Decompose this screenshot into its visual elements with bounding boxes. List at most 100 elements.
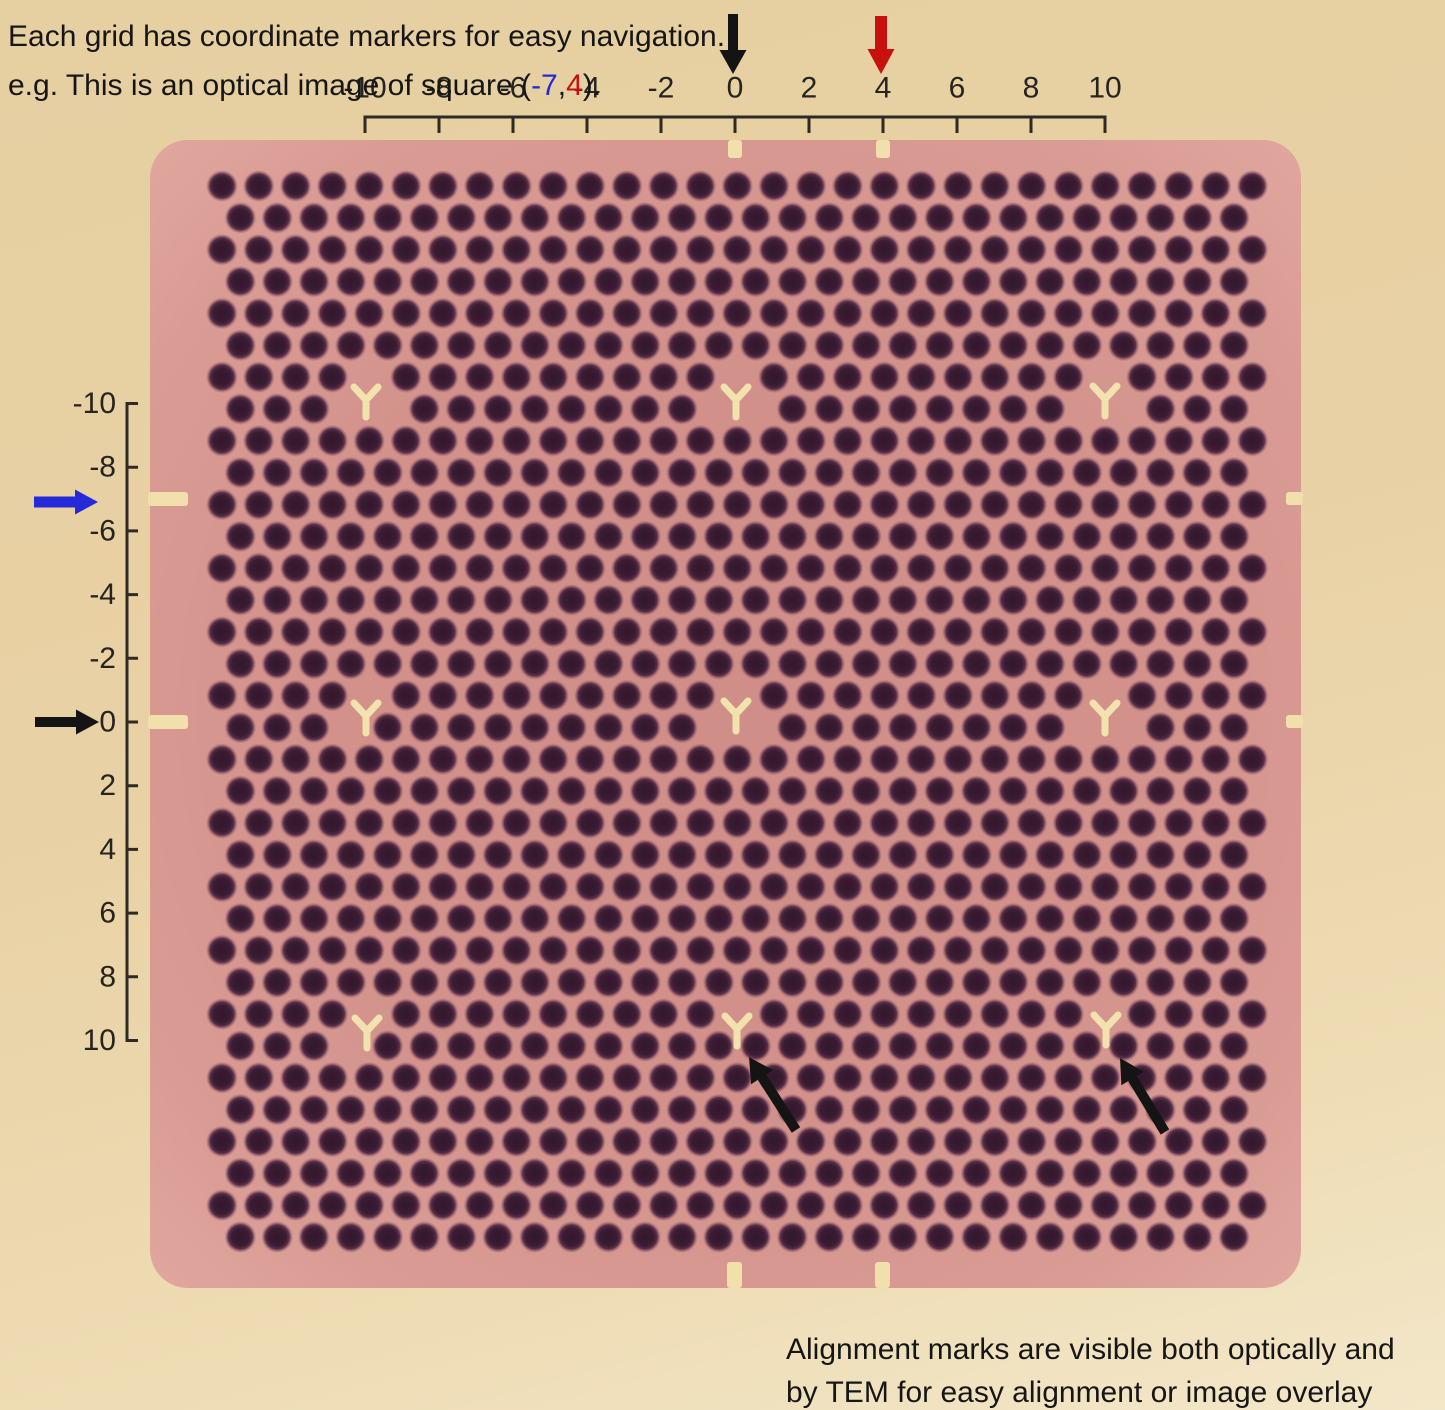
hole-dot [1236, 807, 1269, 839]
hole-dot [518, 393, 551, 425]
hole-dot [886, 1221, 919, 1253]
hole-dot [482, 584, 514, 616]
hole-dot [666, 393, 698, 425]
hole-dot [794, 1189, 827, 1222]
hole-dot [831, 424, 864, 457]
hole-dot [905, 934, 938, 967]
hole-dot [1034, 711, 1066, 744]
hole-dot [518, 584, 551, 616]
hole-dot [1126, 552, 1158, 585]
hole-dot [997, 329, 1030, 362]
alignment-mark-y-icon [350, 699, 382, 737]
hole-dot [905, 361, 938, 394]
hole-dot [574, 1189, 606, 1222]
hole-dot [850, 201, 882, 234]
hole-dot [206, 1125, 238, 1158]
hole-dot [408, 1093, 441, 1126]
hole-dot [978, 424, 1011, 457]
hole-dot [1089, 170, 1122, 202]
hole-dot [279, 934, 312, 967]
hole-dot [1034, 838, 1066, 871]
hole-dot [592, 775, 625, 808]
hole-dot [886, 456, 919, 489]
left-axis-tick-label: -4 [89, 578, 116, 611]
hole-dot [739, 647, 772, 680]
hole-dot [426, 934, 459, 967]
hole-dot [813, 393, 846, 425]
hole-dot [647, 1061, 680, 1094]
hole-dot [279, 1125, 312, 1158]
hole-dot [1015, 552, 1048, 585]
hole-dot [1236, 297, 1269, 330]
left-axis-tick-label: 8 [99, 960, 116, 993]
hole-dot [1199, 998, 1232, 1031]
hole-dot [1034, 1157, 1066, 1190]
hole-dot [390, 170, 422, 202]
hole-dot [739, 584, 772, 616]
hole-dot [610, 170, 643, 202]
hole-dot [371, 201, 404, 234]
hole-dot [905, 615, 938, 648]
hole-dot [978, 552, 1011, 585]
hole-dot [923, 966, 956, 999]
hole-dot [1236, 870, 1269, 903]
hole-dot [997, 902, 1030, 935]
hole-dot [1126, 233, 1158, 266]
hole-dot [1126, 679, 1158, 712]
hole-dot [390, 233, 422, 266]
hole-dot [684, 424, 717, 457]
hole-dot [518, 647, 551, 680]
hole-dot [555, 1221, 588, 1253]
hole-dot [831, 1061, 864, 1094]
hole-dot [224, 966, 257, 999]
hole-dot [1236, 233, 1269, 266]
hole-dot [1089, 743, 1122, 776]
hole-dot [463, 870, 496, 903]
hole-dot [1218, 902, 1250, 935]
hole-dot [997, 1030, 1030, 1062]
hole-dot [408, 1030, 441, 1062]
hole-dot [1015, 1125, 1048, 1158]
hole-dot [1144, 647, 1177, 680]
hole-dot [684, 1189, 717, 1222]
hole-dot [500, 1189, 533, 1222]
hole-dot [1034, 456, 1066, 489]
hole-dot [831, 1125, 864, 1158]
hole-dot [666, 647, 698, 680]
hole-dot [390, 297, 422, 330]
hole-dot [482, 201, 514, 234]
top-axis-ruler [363, 115, 1107, 133]
hole-dot [463, 1061, 496, 1094]
caption-bottom-line1: Alignment marks are visible both optical… [786, 1333, 1395, 1366]
hole-dot [1218, 1093, 1250, 1126]
hole-dot [776, 584, 809, 616]
hole-dot [868, 679, 901, 712]
hole-dot [261, 1157, 294, 1190]
hole-dot [316, 1189, 349, 1222]
hole-dot [1015, 297, 1048, 330]
hole-dot [610, 297, 643, 330]
hole-dot [647, 807, 680, 839]
hole-dot [1218, 838, 1250, 871]
hole-dot [206, 743, 238, 776]
hole-dot [537, 233, 570, 266]
hole-dot [1162, 1061, 1195, 1094]
hole-dot [721, 1061, 754, 1094]
hole-dot [1015, 233, 1048, 266]
hole-dot [813, 1030, 846, 1062]
left-axis-tick-label: 10 [83, 1024, 116, 1057]
hole-dot [371, 775, 404, 808]
hole-dot [794, 1061, 827, 1094]
hole-dot [702, 775, 735, 808]
top-axis-tick-label: -2 [648, 72, 675, 105]
hole-dot [1199, 743, 1232, 776]
hole-dot [518, 711, 551, 744]
hole-dot [721, 170, 754, 202]
hole-dot [1034, 1221, 1066, 1253]
hole-dot [905, 424, 938, 457]
hole-dot [242, 1061, 275, 1094]
hole-dot [831, 870, 864, 903]
hole-dot [537, 488, 570, 521]
hole-dot [794, 998, 827, 1031]
